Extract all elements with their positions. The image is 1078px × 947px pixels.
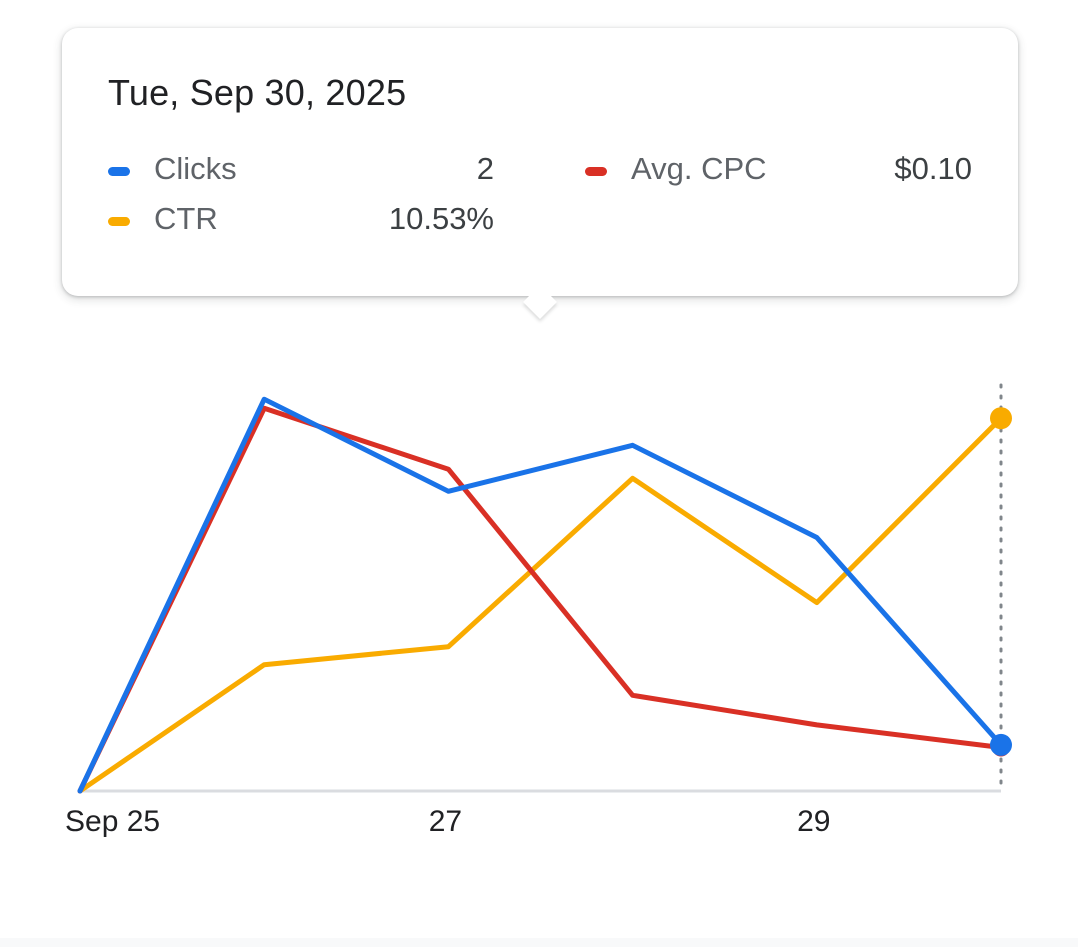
clicks-legend-swatch bbox=[108, 167, 130, 176]
tooltip-metric-avg-cpc: Avg. CPC $0.10 bbox=[585, 151, 972, 191]
ctr-legend-swatch bbox=[108, 217, 130, 226]
series-line-avg-cpc[interactable] bbox=[77, 405, 1004, 794]
tooltip-metric-ctr: CTR 10.53% bbox=[108, 201, 494, 241]
tooltip-date: Tue, Sep 30, 2025 bbox=[108, 72, 407, 113]
hover-tooltip bbox=[62, 28, 1018, 296]
series-line-clicks[interactable] bbox=[77, 396, 1004, 794]
highlight-point-ctr[interactable] bbox=[990, 407, 1012, 430]
clicks-label: Clicks bbox=[154, 151, 237, 186]
x-tick-label: 29 bbox=[797, 805, 830, 838]
x-tick-label: Sep 25 bbox=[65, 805, 160, 838]
ctr-label: CTR bbox=[154, 201, 218, 236]
ctr-value: 10.53% bbox=[388, 201, 494, 236]
highlight-point-clicks[interactable] bbox=[990, 733, 1012, 756]
avg-cpc-label: Avg. CPC bbox=[631, 151, 767, 186]
avg-cpc-legend-swatch bbox=[585, 167, 607, 176]
x-tick-label: 27 bbox=[429, 805, 462, 838]
bottom-strip bbox=[0, 938, 1078, 947]
tooltip-metric-clicks: Clicks 2 bbox=[108, 151, 494, 191]
clicks-value: 2 bbox=[476, 151, 494, 186]
avg-cpc-value: $0.10 bbox=[894, 151, 972, 186]
series-line-ctr[interactable] bbox=[77, 415, 1004, 794]
